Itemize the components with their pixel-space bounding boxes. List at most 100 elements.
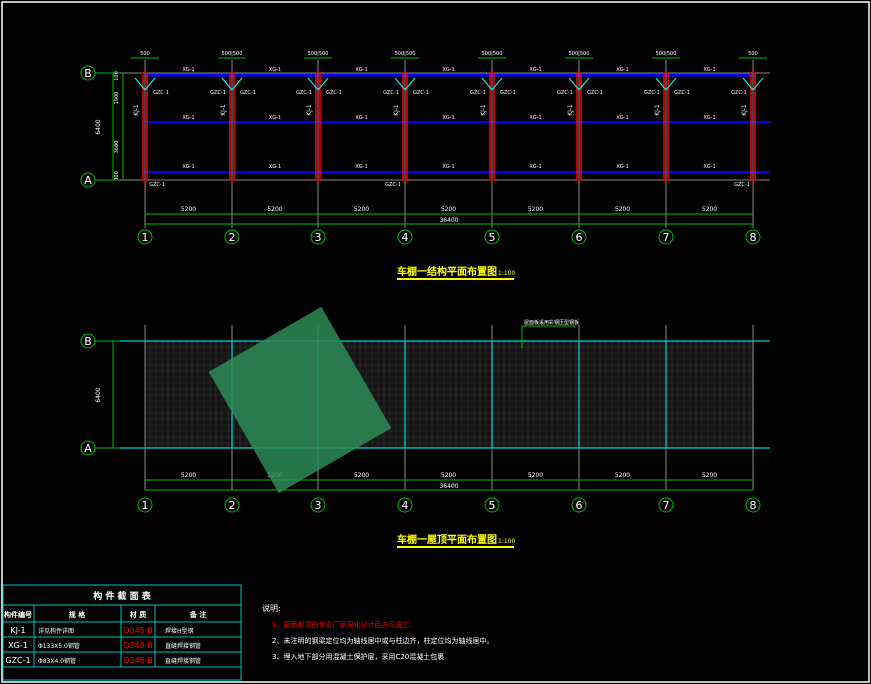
bay-dim: 5200 [615, 206, 630, 213]
brace-label: GZC-1 [153, 90, 169, 96]
axis-label: 8 [750, 231, 757, 244]
table-cell-material: Q345-B [123, 656, 153, 665]
purlin-label: XG-1 [616, 164, 628, 170]
axis-label: 1 [142, 499, 149, 512]
table-cell-spec: 详见构件详图 [38, 627, 74, 635]
axis-bubble [745, 229, 761, 245]
side-dim: 3600 [114, 141, 120, 154]
offset-dim: 500|500 [656, 51, 677, 57]
steel-column [663, 72, 669, 181]
axis-bubble [137, 229, 153, 245]
table-cell-material: Q345-B [123, 641, 153, 650]
purlin-label: XG-1 [269, 115, 281, 121]
table-header: 构件编号 [4, 610, 32, 619]
frame-label: KJ-1 [654, 104, 661, 116]
bay-dim: 5200 [441, 472, 456, 479]
brace [491, 77, 503, 91]
axis-bubble [658, 497, 674, 513]
table-cell-material: Q345-B [123, 626, 153, 635]
purlin-label: XG-1 [355, 164, 367, 170]
note-item: 2、未注明的钢梁定位均为轴线居中或与柱边齐，柱定位均为轴线居中。 [272, 636, 493, 645]
axis-label: 6 [576, 499, 583, 512]
axis-bubble [484, 229, 500, 245]
steel-column [576, 72, 582, 181]
brace-label: GZC-1 [383, 90, 399, 96]
bay-dim: 5200 [181, 206, 196, 213]
frame-label: KJ-1 [393, 104, 400, 116]
brace-label: GZC-1 [296, 90, 312, 96]
purlin-label: XG-1 [182, 164, 194, 170]
purlin-label: XG-1 [442, 115, 454, 121]
frame-label: KJ-1 [567, 104, 574, 116]
steel-column [489, 72, 495, 181]
notes-heading: 说明: [262, 603, 281, 613]
purlin-label: XG-1 [269, 164, 281, 170]
axis-label: 2 [229, 499, 236, 512]
brace [578, 77, 590, 91]
brace-label: GZC-1 [731, 90, 747, 96]
brace-label: GZC-1 [413, 90, 429, 96]
axis-label: 4 [402, 231, 409, 244]
watermark-logo [208, 306, 392, 494]
axis-label: 2 [229, 231, 236, 244]
brace-label: GZC-1 [240, 90, 256, 96]
axis-label: 8 [750, 499, 757, 512]
total-width: 6400 [95, 119, 102, 134]
table-cell-remark: 焊接H型钢 [165, 627, 194, 635]
brace [665, 77, 677, 91]
axis-bubble [571, 497, 587, 513]
brace [144, 77, 156, 91]
frame-label: KJ-1 [220, 104, 227, 116]
brace-label: GZC-1 [557, 90, 573, 96]
purlin-label: XG-1 [355, 115, 367, 121]
table-header: 材 质 [129, 610, 146, 619]
axis-label: 7 [663, 499, 670, 512]
purlin-label: XG-1 [529, 115, 541, 121]
axis-bubble [224, 229, 240, 245]
steel-column [229, 72, 235, 181]
axis-bubble [137, 497, 153, 513]
frame-label: KJ-1 [480, 104, 487, 116]
side-dim: 1900 [114, 92, 120, 105]
brace-label: GZC-1 [385, 182, 401, 188]
frame-label: KJ-1 [133, 104, 140, 116]
purlin-label: XG-1 [616, 115, 628, 121]
row-label: A [84, 174, 92, 187]
axis-bubble [224, 497, 240, 513]
axis-label: 5 [489, 231, 496, 244]
side-dim: 800 [114, 171, 120, 181]
purlin-label: XG-1 [355, 67, 367, 73]
brace-label: GZC-1 [210, 90, 226, 96]
purlin-label: XG-1 [703, 115, 715, 121]
brace-label: GZC-1 [587, 90, 603, 96]
table-header: 规 格 [69, 610, 86, 619]
axis-bubble [571, 229, 587, 245]
brace [221, 77, 233, 91]
purlin-label: XG-1 [269, 67, 281, 73]
axis-label: 5 [489, 499, 496, 512]
steel-column [402, 72, 408, 181]
steel-column [750, 72, 756, 181]
frame-label: KJ-1 [306, 104, 313, 116]
plan2-scale: 1:100 [498, 538, 515, 545]
brace [655, 77, 667, 91]
brace [231, 77, 243, 91]
brace [134, 77, 146, 91]
section-table [2, 584, 242, 681]
brace [568, 77, 580, 91]
purlin-label: XG-1 [182, 67, 194, 73]
bay-dim: 5200 [354, 206, 369, 213]
steel-column [142, 72, 148, 181]
table-title: 构 件 截 面 表 [93, 590, 152, 602]
roof-note: 屋面板采用彩钢压型钢板 [524, 319, 579, 326]
table-cell-remark: 直缝焊接钢管 [165, 657, 201, 665]
bay-dim: 5200 [181, 472, 196, 479]
brace [481, 77, 493, 91]
brace-label: GZC-1 [674, 90, 690, 96]
note-leader [521, 325, 575, 348]
purlin-label: XG-1 [529, 164, 541, 170]
axis-bubble [658, 229, 674, 245]
purlin-label: XG-1 [703, 67, 715, 73]
side-dim: 100 [114, 71, 120, 81]
offset-dim: 500 [748, 51, 758, 57]
